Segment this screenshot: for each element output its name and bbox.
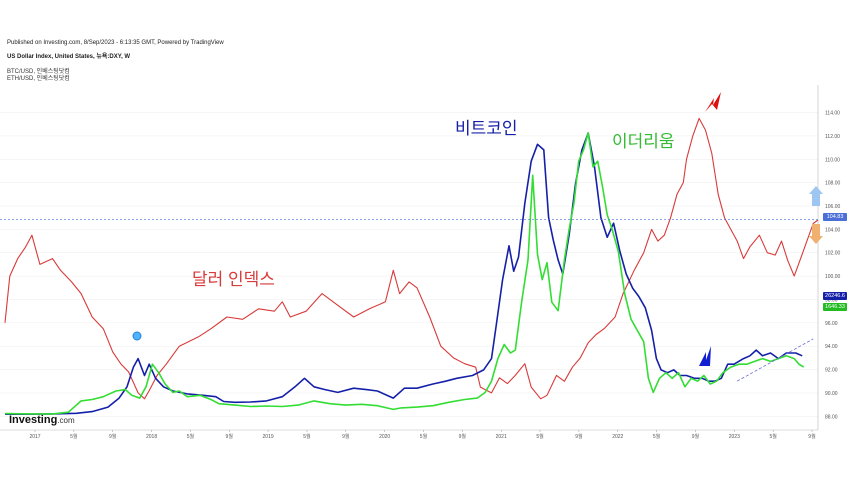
- decorations: [0, 92, 823, 382]
- trend-line: [736, 338, 814, 382]
- x-tick-label: 5월: [536, 433, 544, 440]
- brand-suffix: .com: [57, 416, 75, 425]
- chart-title: US Dollar Index, United States, 뉴욕:DXY, …: [7, 54, 131, 60]
- y-tick-label: 88.00: [825, 414, 838, 420]
- y-tick-label: 112.00: [825, 134, 840, 140]
- x-tick-label: 9월: [226, 433, 234, 440]
- y-tick-label: 108.00: [825, 181, 841, 187]
- low-arrow: [699, 346, 711, 366]
- x-tick-label: 9월: [692, 433, 700, 440]
- legend-eth: ETH/USD, 인베스팅닷컴: [7, 76, 70, 82]
- x-tick-label: 5월: [70, 433, 78, 440]
- y-tick-label: 100.00: [825, 274, 841, 280]
- series-lines: [4, 117, 819, 415]
- x-tick-label: 2021: [496, 434, 507, 440]
- y-tick-label: 110.00: [825, 157, 840, 163]
- x-axis: 2017 5월 9월 2018 5월 9월 2019 5월 9월 2020 5월 9월 2021 5월 9월…: [0, 429, 818, 440]
- y-tick-label: 102.00: [825, 251, 841, 257]
- y-axis: 114.00 112.00 110.00 108.00 106.00 104.00 102.…: [817, 85, 841, 430]
- bitcoin-annotation: 비트코인: [455, 119, 518, 138]
- x-tick-label: 5월: [303, 433, 311, 440]
- ethereum-annotation: 이더리움: [612, 132, 675, 151]
- y-tick-label: 114.00: [825, 111, 840, 117]
- legend-btc: BTC/USD, 인베스팅닷컴: [7, 69, 70, 75]
- x-tick-label: 9월: [459, 433, 467, 440]
- published-note: Published on Investing.com, 8/Sep/2023 -…: [7, 40, 224, 46]
- series-line-dxy: [4, 117, 819, 400]
- up-arrow: [809, 186, 823, 206]
- x-tick-label: 2020: [379, 434, 390, 440]
- gridlines: [0, 112, 818, 417]
- x-tick-label: 2018: [146, 434, 157, 440]
- x-tick-label: 2022: [612, 434, 623, 440]
- investing-logo: Investing.com: [9, 414, 75, 426]
- y-tick-label: 106.00: [825, 204, 841, 210]
- price-label-eth: 1646.33: [823, 303, 847, 311]
- x-tick-label: 9월: [109, 433, 117, 440]
- down-arrow: [809, 224, 823, 244]
- series-line-btc: [5, 132, 803, 415]
- x-tick-label: 5월: [653, 433, 661, 440]
- peak-marker: [132, 331, 142, 341]
- dxy-peak-arrow: [705, 92, 721, 112]
- price-label-dxy: 104.83: [823, 213, 847, 221]
- x-tick-label: 2019: [263, 434, 274, 440]
- x-tick-label: 5월: [769, 433, 777, 440]
- price-label-btc: 26246.6: [823, 292, 847, 300]
- y-tick-label: 96.00: [825, 321, 838, 327]
- dollar-index-annotation: 달러 인덱스: [192, 270, 275, 289]
- x-tick-label: 9월: [575, 433, 583, 440]
- x-tick-label: 5월: [187, 433, 195, 440]
- y-tick-label: 104.00: [825, 227, 841, 233]
- x-tick-label: 5월: [420, 433, 428, 440]
- y-tick-label: 98.00: [825, 297, 838, 303]
- brand-name: Investing: [9, 414, 58, 426]
- x-tick-label: 9월: [808, 433, 816, 440]
- y-tick-label: 92.00: [825, 368, 838, 374]
- x-tick-label: 2017: [29, 434, 40, 440]
- y-tick-label: 90.00: [825, 391, 838, 397]
- x-tick-label: 9월: [342, 433, 350, 440]
- y-tick-label: 94.00: [825, 344, 838, 350]
- x-tick-label: 2023: [729, 434, 740, 440]
- series-line-eth: [4, 132, 805, 415]
